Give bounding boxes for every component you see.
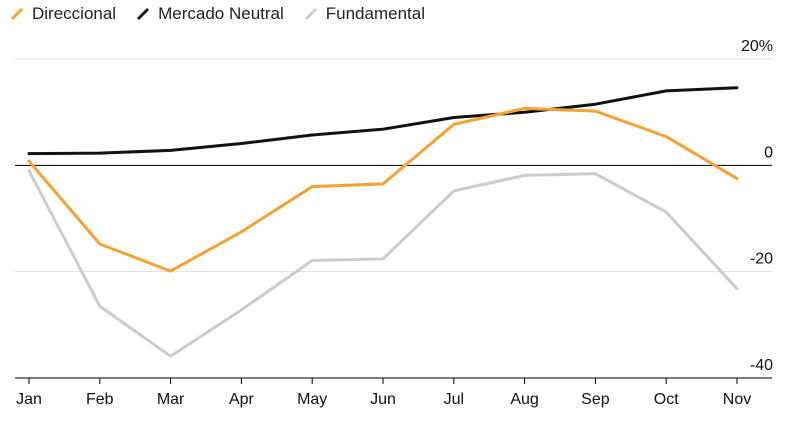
y-tick-label: 0: [764, 144, 773, 161]
legend-swatch-line: [10, 7, 24, 21]
x-tick-label: Jul: [444, 391, 464, 408]
y-tick-label: -40: [750, 357, 773, 374]
x-tick-label: Feb: [86, 391, 114, 408]
x-tick-label: Aug: [510, 391, 538, 408]
legend-label-direccional: Direccional: [32, 4, 117, 23]
x-tick-label: Nov: [723, 391, 751, 408]
legend-swatch-direccional: [10, 7, 24, 21]
series-line-fundamental: [27, 169, 739, 358]
legend-swatch-fundamental: [304, 7, 317, 21]
x-tick-label: Apr: [229, 391, 255, 408]
legend: Direccional Mercado Neutral Fundamental: [10, 2, 445, 26]
legend-item-direccional: Direccional: [10, 4, 116, 24]
x-tick-label: Jan: [16, 391, 42, 408]
gridlines: [15, 58, 772, 379]
series-line-mercado-neutral: [27, 86, 739, 156]
legend-swatch-mercado-neutral: [137, 7, 150, 21]
y-tick-label: -20: [750, 251, 773, 268]
series-line-direccional: [27, 106, 739, 273]
legend-label-fundamental: Fundamental: [325, 4, 425, 23]
x-tick-label: Sep: [581, 391, 610, 408]
legend-item-mercado-neutral: Mercado Neutral: [136, 4, 284, 24]
legend-swatch-line: [137, 7, 150, 21]
legend-swatch-line: [304, 7, 317, 21]
y-axis-tick-labels: 20% 0 -20 -40: [741, 38, 773, 374]
legend-label-mercado-neutral: Mercado Neutral: [158, 4, 284, 23]
x-tick-label: Oct: [654, 391, 679, 408]
x-tick-label: May: [297, 391, 327, 408]
x-tick-label: Jun: [370, 391, 396, 408]
y-tick-label: 20%: [741, 38, 773, 55]
x-tick-label: Mar: [157, 391, 185, 408]
legend-item-fundamental: Fundamental: [304, 4, 425, 24]
x-axis: Jan Feb Mar Apr May Jun Jul Aug Sep Oct Nov: [15, 377, 772, 408]
series-lines: [27, 86, 739, 358]
